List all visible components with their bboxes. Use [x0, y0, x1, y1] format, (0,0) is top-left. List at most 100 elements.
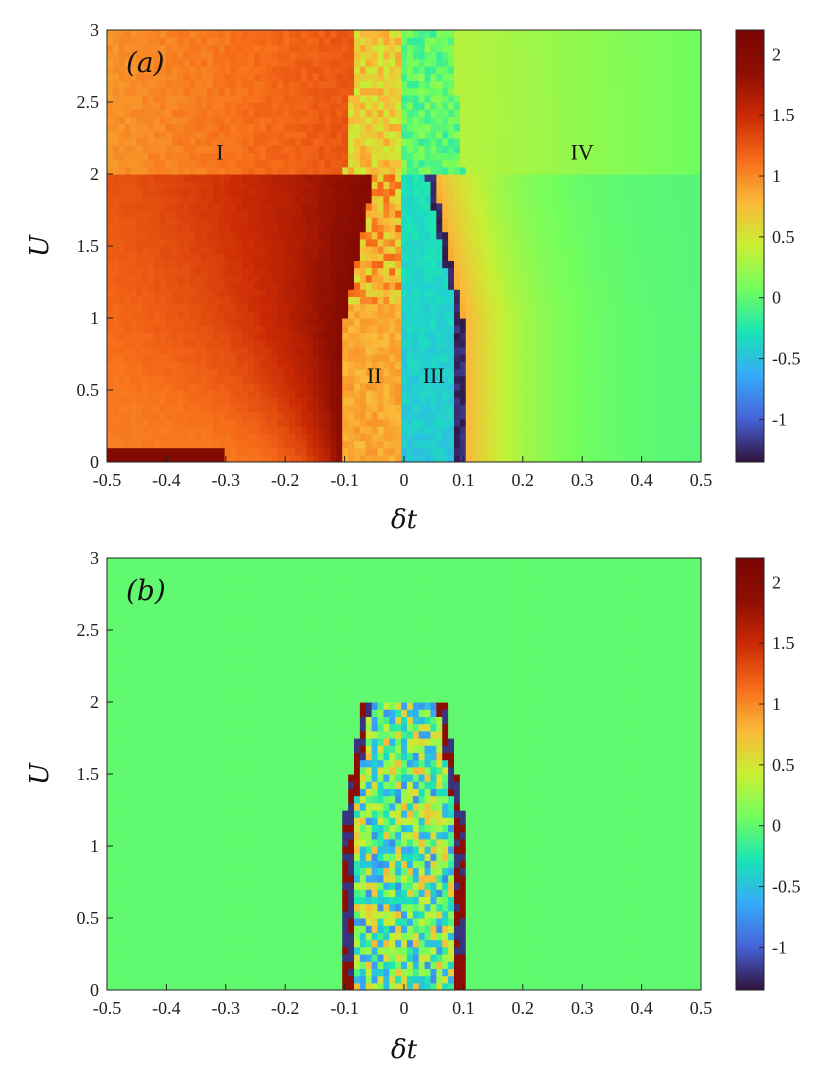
panel-a-cell: [289, 30, 296, 38]
panel-a-cell: [448, 30, 455, 38]
panel-a-cell: [336, 44, 343, 53]
panel-a-cell: [301, 411, 308, 420]
panel-a-cell: [506, 231, 514, 240]
panel-a-cell: [354, 174, 361, 182]
panel-a-cell: [136, 411, 143, 420]
panel-a-cell: [112, 66, 120, 74]
panel-a-cell: [412, 94, 420, 103]
panel-a-cell: [206, 260, 214, 269]
panel-a-cell: [365, 195, 373, 204]
panel-a-cell: [548, 339, 555, 348]
panel-a-cell: [336, 397, 343, 405]
panel-a-cell: [118, 282, 126, 290]
panel-a-cell: [118, 354, 126, 362]
panel-a-cell: [548, 116, 555, 125]
panel-a-cell: [254, 346, 261, 355]
panel-a-cell: [406, 267, 414, 276]
panel-a-cell: [465, 354, 473, 362]
panel-a-cell: [465, 188, 473, 197]
panel-a-cell: [265, 152, 273, 161]
panel-a-cell: [530, 217, 537, 225]
panel-a-cell: [518, 332, 526, 341]
panel-a-cell: [577, 66, 584, 74]
panel-a-cell: [436, 433, 443, 441]
panel-a-cell: [501, 274, 508, 283]
panel-a-cell: [536, 296, 543, 305]
panel-a-cell: [324, 325, 332, 333]
panel-a-cell: [512, 231, 520, 240]
panel-a-cell: [401, 181, 408, 189]
panel-a-cell: [459, 166, 467, 175]
panel-a-cell: [201, 73, 208, 81]
panel-a-cell: [236, 66, 243, 74]
panel-a-cell: [306, 87, 314, 96]
panel-a-cell: [595, 426, 602, 434]
panel-a-cell: [389, 310, 396, 319]
panel-a-cell: [489, 181, 496, 189]
panel-a-cell: [265, 87, 273, 96]
panel-a-cell: [142, 166, 149, 175]
panel-a-cell: [553, 37, 561, 45]
panel-a-cell: [142, 188, 149, 197]
panel-a-cell: [277, 354, 285, 362]
panel-a-cell: [489, 375, 496, 384]
panel-a-cell: [412, 339, 420, 348]
panel-a-cell: [183, 210, 190, 218]
panel-a-cell: [277, 332, 285, 341]
panel-a-cell: [183, 274, 190, 283]
panel-a-cell: [553, 174, 561, 182]
panel-a-cell: [154, 30, 161, 38]
panel-a-cell: [395, 51, 402, 60]
panel-a-cell: [130, 123, 137, 132]
panel-a-cell: [495, 174, 502, 182]
panel-a-cell: [512, 253, 520, 261]
panel-a-cell: [295, 332, 302, 341]
panel-a-cell: [354, 73, 361, 81]
panel-a-cell: [589, 282, 596, 290]
panel-a-cell: [330, 210, 337, 218]
panel-a-cell: [577, 411, 584, 420]
panel-a-cell: [142, 44, 149, 53]
panel-a-cell: [583, 447, 590, 456]
panel-a-cell: [559, 339, 567, 348]
panel-a-cell: [177, 310, 185, 319]
panel-a-cell: [536, 224, 543, 233]
panel-a-cell: [130, 274, 137, 283]
panel-a-cell: [154, 130, 161, 139]
panel-a-cell: [330, 411, 337, 420]
panel-a-cell: [565, 73, 573, 81]
panel-a-cell: [559, 152, 567, 161]
panel-a-cell: [501, 94, 508, 103]
panel-a-cell: [171, 73, 179, 81]
panel-a-cell: [365, 325, 373, 333]
panel-a-cell: [130, 440, 137, 449]
panel-a-cell: [177, 202, 185, 211]
panel-a-cell: [436, 231, 443, 240]
panel-a-cell: [306, 346, 314, 355]
panel-a-cell: [189, 346, 196, 355]
panel-a-cell: [436, 138, 443, 146]
panel-a-cell: [412, 195, 420, 204]
panel-a-cell: [542, 152, 549, 161]
panel-a-cell: [471, 30, 479, 38]
panel-a-cell: [412, 289, 420, 297]
panel-a-cell: [412, 303, 420, 312]
panel-a-cell: [142, 282, 149, 290]
panel-a-cell: [289, 37, 296, 45]
panel-a-cell: [130, 217, 137, 225]
panel-a-cell: [107, 80, 114, 89]
panel-a-cell: [542, 37, 549, 45]
panel-a-cell: [565, 404, 573, 413]
panel-a-cell: [471, 202, 479, 211]
panel-a-cell: [465, 260, 473, 269]
panel-a-cell: [318, 224, 326, 233]
panel-a-cell: [483, 51, 490, 60]
panel-a-cell: [242, 303, 249, 312]
panel-a-cell: [107, 303, 114, 312]
panel-a-cell: [259, 426, 267, 434]
panel-a-cell: [301, 152, 308, 161]
panel-a-cell: [512, 210, 520, 218]
panel-a-cell: [506, 440, 514, 449]
panel-a-cell: [377, 325, 385, 333]
panel-a-cell: [224, 274, 232, 283]
